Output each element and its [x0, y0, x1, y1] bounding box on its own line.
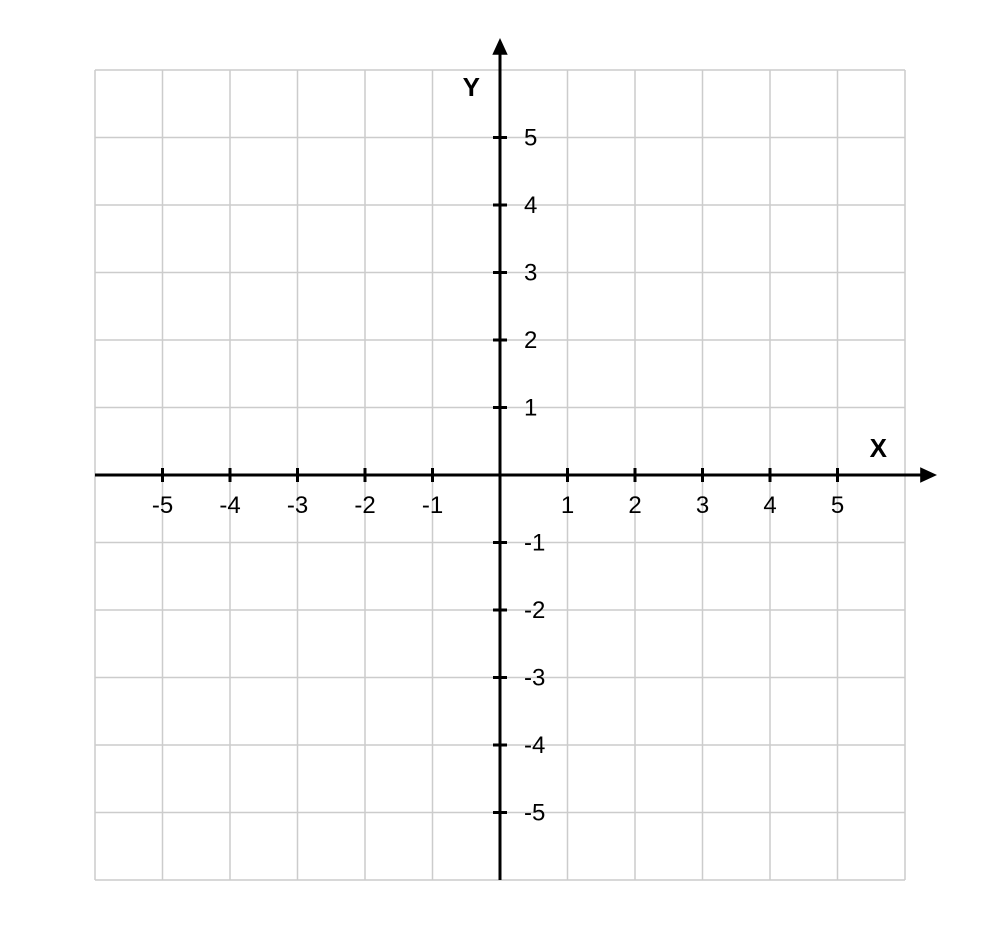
coordinate-plane-chart: -5 -4 -3 -2 -1 1 2 3 4 5 -5 -4 -3 -2 -1 1 2 3 4 5 X Y: [0, 0, 1000, 952]
x-tick-label: 3: [696, 492, 709, 519]
y-tick-label: 2: [524, 327, 537, 354]
x-tick-label: -3: [287, 492, 308, 519]
y-tick-label: -1: [524, 530, 545, 557]
y-tick-label: 3: [524, 260, 537, 287]
y-tick-label: -2: [524, 597, 545, 624]
y-tick-label: 4: [524, 192, 537, 219]
x-tick-label: 2: [628, 492, 641, 519]
x-tick-label: -4: [219, 492, 240, 519]
x-tick-label: -1: [422, 492, 443, 519]
x-tick-label: 4: [763, 492, 776, 519]
y-tick-label: -4: [524, 732, 545, 759]
y-axis-label: Y: [463, 72, 480, 102]
y-tick-label: 5: [524, 125, 537, 152]
x-tick-label: -2: [354, 492, 375, 519]
x-axis-label: X: [870, 433, 888, 463]
x-tick-label: -5: [152, 492, 173, 519]
y-tick-label: -5: [524, 800, 545, 827]
y-tick-label: -3: [524, 665, 545, 692]
x-tick-label: 1: [561, 492, 574, 519]
chart-svg: -5 -4 -3 -2 -1 1 2 3 4 5 -5 -4 -3 -2 -1 1 2 3 4 5 X Y: [0, 0, 1000, 952]
y-tick-label: 1: [524, 395, 537, 422]
x-tick-label: 5: [831, 492, 844, 519]
